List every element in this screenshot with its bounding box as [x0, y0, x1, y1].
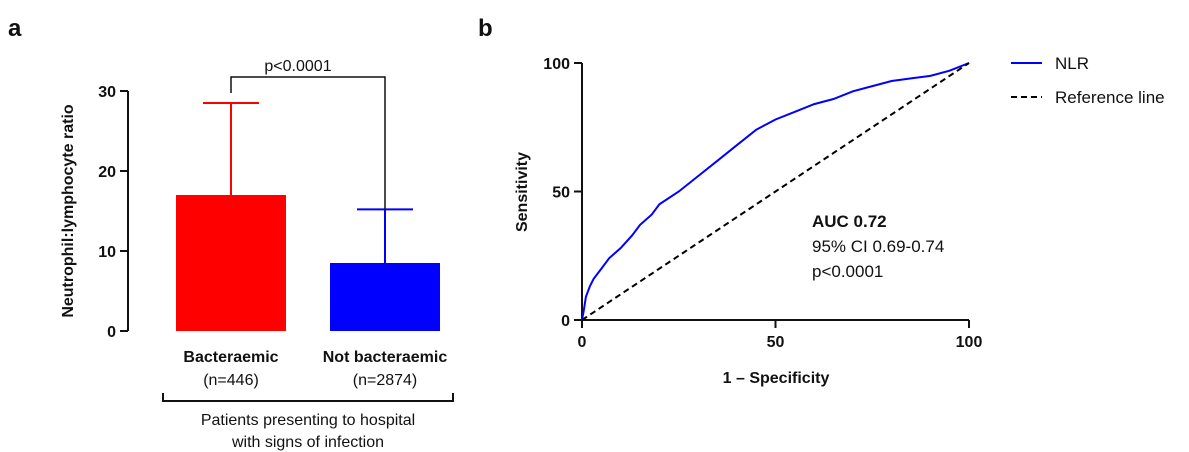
roc-x-tick-label: 100	[956, 334, 983, 351]
roc-x-tick-label: 0	[578, 334, 587, 351]
bar-category-sublabel: (n=446)	[203, 372, 259, 389]
panel-b-letter: b	[478, 15, 493, 42]
bar-chart: 0 10 20 30 Neutrophil:lymphocyte ratio p<0.…	[60, 58, 454, 451]
roc-y-tick-label: 100	[543, 56, 570, 73]
significance-label: p<0.0001	[264, 58, 331, 75]
group-bracket	[162, 393, 454, 402]
bar	[330, 263, 440, 331]
bar-y-tick-label: 20	[98, 164, 116, 181]
bar-category-label: Bacteraemic	[183, 349, 278, 366]
legend-label-nlr: NLR	[1055, 54, 1089, 73]
roc-y-tick-label: 0	[561, 313, 570, 330]
legend-label-reference: Reference line	[1055, 88, 1165, 107]
group-label: with signs of infection	[231, 434, 384, 451]
auc-value: AUC 0.72	[812, 212, 887, 231]
roc-x-axis-title: 1 – Specificity	[723, 370, 830, 387]
roc-curve-nlr	[581, 62, 970, 321]
roc-reference-line	[581, 62, 970, 321]
bar	[176, 195, 286, 331]
bar-category-label: Not bacteraemic	[323, 349, 448, 366]
roc-chart: 0 50 100 0 50 100 Sensitivity 1 – Specificity…	[514, 54, 1165, 387]
auc-ci: 95% CI 0.69-0.74	[812, 237, 944, 256]
bar-y-axis: 0 10 20 30	[98, 84, 129, 341]
auc-p-value: p<0.0001	[812, 262, 883, 281]
legend: NLR Reference line	[1011, 54, 1165, 107]
significance-bracket	[230, 76, 386, 210]
panel-a-letter: a	[8, 15, 22, 42]
bar-y-tick-label: 10	[98, 244, 116, 261]
bar-y-tick-label: 30	[98, 84, 116, 101]
bar-category-sublabel: (n=2874)	[353, 372, 418, 389]
roc-y-tick-label: 50	[552, 185, 570, 202]
bar-y-tick-label: 0	[107, 324, 116, 341]
roc-y-axis-title: Sensitivity	[514, 152, 531, 232]
roc-axes: 0 50 100 0 50 100	[543, 56, 982, 351]
group-label: Patients presenting to hospital	[201, 412, 415, 429]
bar-y-axis-title: Neutrophil:lymphocyte ratio	[60, 104, 77, 318]
roc-x-tick-label: 50	[767, 334, 785, 351]
